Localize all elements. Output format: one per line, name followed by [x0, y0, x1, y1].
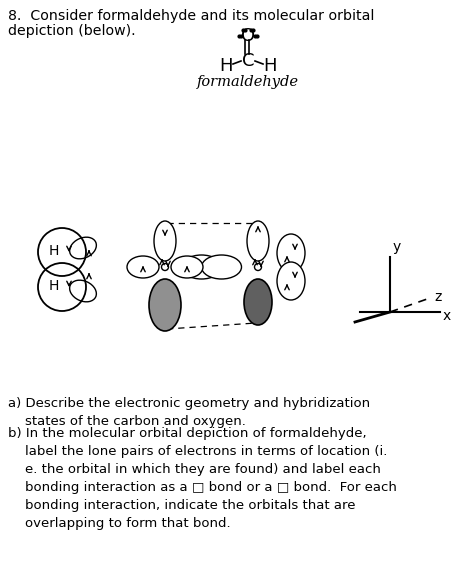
Ellipse shape — [149, 279, 181, 331]
Text: x: x — [443, 309, 451, 323]
Ellipse shape — [201, 255, 241, 279]
Text: a) Describe the electronic geometry and hybridization
    states of the carbon a: a) Describe the electronic geometry and … — [8, 397, 370, 428]
Ellipse shape — [70, 237, 96, 259]
Text: C: C — [242, 52, 254, 70]
Text: H: H — [49, 244, 59, 258]
Text: 8.  Consider formaldehyde and its molecular orbital: 8. Consider formaldehyde and its molecul… — [8, 9, 374, 23]
Text: H: H — [263, 57, 277, 75]
Ellipse shape — [127, 256, 159, 278]
Ellipse shape — [277, 234, 305, 272]
Text: O: O — [241, 27, 255, 45]
Text: y: y — [393, 240, 401, 254]
Ellipse shape — [70, 280, 96, 302]
Text: H: H — [49, 279, 59, 293]
Text: b) In the molecular orbital depiction of formaldehyde,
    label the lone pairs : b) In the molecular orbital depiction of… — [8, 427, 397, 530]
Text: H: H — [219, 57, 233, 75]
Circle shape — [162, 264, 168, 270]
Circle shape — [255, 264, 262, 270]
Ellipse shape — [154, 221, 176, 261]
Ellipse shape — [171, 256, 203, 278]
Text: formaldehyde: formaldehyde — [197, 75, 299, 89]
Ellipse shape — [182, 255, 221, 279]
Text: z: z — [434, 290, 441, 304]
Ellipse shape — [244, 279, 272, 325]
Ellipse shape — [277, 262, 305, 300]
Ellipse shape — [247, 221, 269, 261]
Text: depiction (below).: depiction (below). — [8, 24, 136, 38]
